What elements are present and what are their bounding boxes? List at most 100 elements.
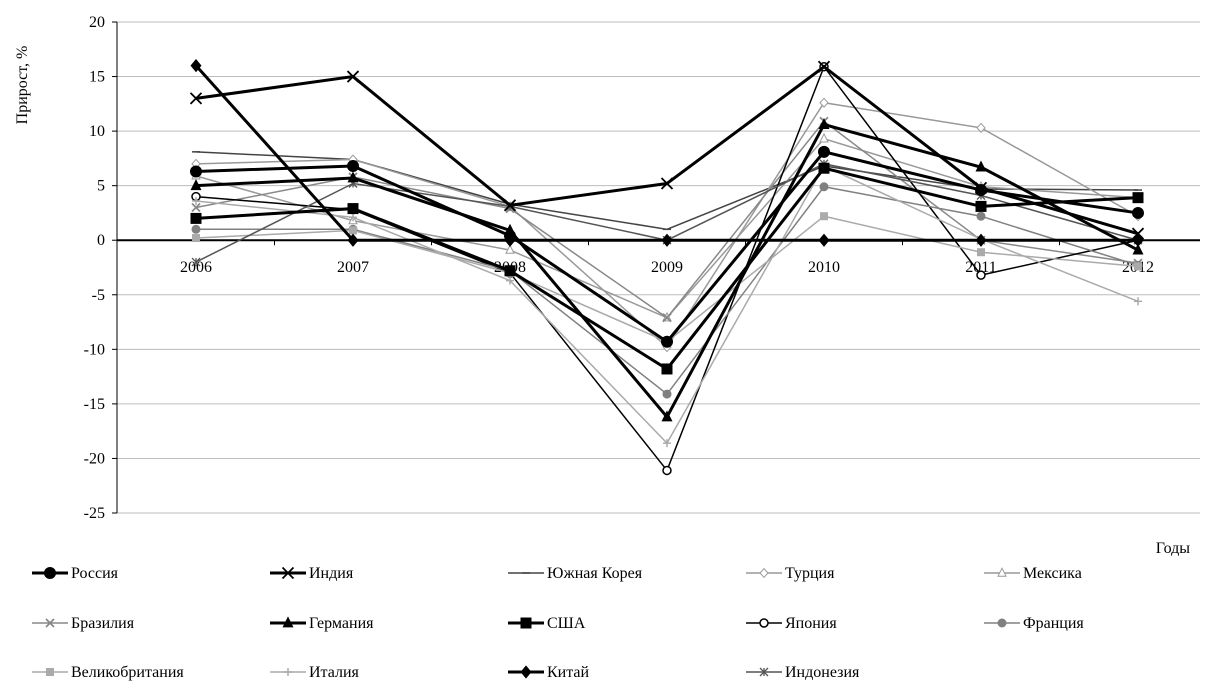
- marker-shape: [819, 182, 829, 192]
- marker-shape: [997, 567, 1007, 577]
- series-8: [190, 162, 1144, 375]
- data-point: [1132, 243, 1144, 255]
- data-point: [503, 199, 517, 212]
- legend-marker: [44, 567, 56, 579]
- marker-shape: [976, 211, 986, 221]
- marker-shape: [975, 233, 987, 247]
- marker-shape: [974, 181, 988, 194]
- marker-shape: [661, 410, 673, 422]
- marker-shape: [45, 618, 55, 628]
- legend-label: Россия: [71, 565, 119, 582]
- marker-shape: [191, 224, 201, 234]
- data-point: [819, 132, 829, 143]
- data-point: [976, 122, 986, 133]
- x-tick-label: 2007: [337, 259, 369, 276]
- marker-shape: [191, 202, 201, 213]
- data-point: [975, 233, 987, 247]
- marker-shape: [977, 248, 985, 257]
- legend-item: США: [508, 615, 586, 632]
- x-tick-label: 2006: [180, 259, 212, 276]
- data-point: [506, 276, 514, 285]
- data-point: [662, 313, 672, 323]
- series-2: [189, 60, 1145, 240]
- marker-shape: [281, 566, 295, 580]
- legend-label: Турция: [785, 565, 835, 582]
- data-point: [347, 171, 359, 183]
- marker-shape: [347, 171, 359, 183]
- data-point: [1132, 192, 1144, 204]
- data-point: [819, 182, 829, 192]
- data-point: [974, 181, 988, 194]
- legend-marker: [46, 668, 54, 676]
- data-point: [504, 223, 516, 235]
- marker-shape: [661, 335, 673, 348]
- data-point: [818, 162, 830, 174]
- y-tick-label: 20: [89, 14, 105, 31]
- legend-label: Франция: [1023, 615, 1084, 632]
- data-point: [349, 226, 357, 235]
- marker-shape: [504, 265, 516, 277]
- legend-marker: [520, 617, 532, 629]
- data-point: [819, 97, 829, 108]
- data-point: [191, 224, 201, 234]
- legend-marker: [282, 616, 294, 628]
- legend-item: Германия: [270, 615, 374, 632]
- data-point: [192, 196, 200, 205]
- legend-label: Мексика: [1023, 565, 1082, 582]
- marker-shape: [976, 122, 986, 133]
- data-point: [349, 213, 357, 222]
- data-point: [661, 233, 673, 247]
- legend-label: Италия: [309, 664, 360, 681]
- data-point: [662, 389, 672, 399]
- legend-label: Япония: [785, 615, 837, 632]
- marker-shape: [504, 233, 516, 247]
- legend-item: Россия: [32, 565, 119, 582]
- marker-shape: [347, 160, 359, 173]
- marker-shape: [349, 226, 357, 235]
- data-point: [818, 117, 830, 129]
- series-line: [196, 185, 1139, 396]
- data-point: [504, 265, 516, 277]
- marker-shape: [817, 60, 831, 73]
- marker-shape: [661, 233, 673, 247]
- x-tick-label: 2010: [808, 259, 840, 276]
- data-point: [504, 233, 516, 247]
- x-tick-label: 2009: [651, 259, 683, 276]
- legend-marker: [520, 665, 532, 679]
- marker-shape: [347, 233, 359, 247]
- data-point: [191, 202, 201, 213]
- marker-shape: [190, 179, 202, 191]
- y-tick-label: -15: [84, 396, 105, 413]
- data-point: [1134, 262, 1142, 271]
- legend-label: США: [547, 615, 586, 632]
- legend-label: Южная Корея: [547, 565, 643, 582]
- series-line: [195, 120, 1139, 319]
- series-line: [194, 64, 1138, 242]
- data-point: [977, 248, 985, 257]
- data-point: [190, 179, 202, 191]
- marker-shape: [820, 212, 828, 221]
- marker-shape: [662, 465, 672, 476]
- data-point: [1134, 297, 1142, 306]
- data-point: [976, 211, 986, 221]
- y-tick-label: 5: [97, 178, 105, 195]
- series-5: [191, 132, 1143, 322]
- data-point: [190, 59, 202, 73]
- marker-shape: [504, 223, 516, 235]
- legend-label: Бразилия: [71, 615, 135, 632]
- x-axis-label: Годы: [1156, 540, 1191, 557]
- legend-marker: [284, 668, 292, 676]
- legend-marker: [281, 566, 295, 580]
- legend-marker: [759, 618, 769, 628]
- series-13: [190, 59, 1144, 247]
- series-group: [189, 59, 1145, 476]
- marker-shape: [976, 270, 986, 280]
- legend-item: Мексика: [984, 565, 1082, 582]
- series-11: [192, 212, 1142, 346]
- marker-shape: [819, 97, 829, 108]
- data-point: [975, 160, 987, 172]
- marker-shape: [759, 618, 769, 628]
- y-tick-label: 0: [97, 232, 105, 249]
